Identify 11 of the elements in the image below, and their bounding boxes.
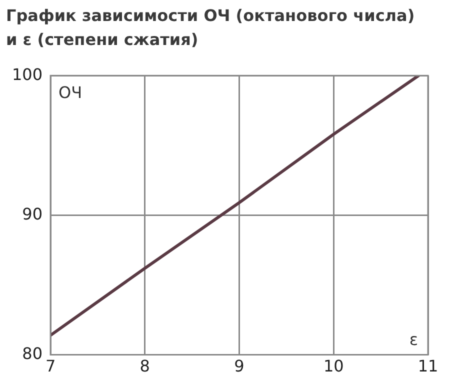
x-tick-label: 10 xyxy=(323,356,344,376)
y-axis-title: ОЧ xyxy=(58,82,82,102)
y-tick-label: 90 xyxy=(22,204,43,224)
x-tick-label: 7 xyxy=(45,356,56,376)
x-tick-label: 8 xyxy=(140,356,150,376)
y-tick-label: 100 xyxy=(12,64,43,84)
y-tick-label: 80 xyxy=(22,344,43,363)
x-tick-label: 11 xyxy=(418,356,438,376)
x-axis-title: ε xyxy=(409,330,418,349)
chart-title: График зависимости ОЧ (октанового числа) и ε (степени сжатия) xyxy=(6,5,415,51)
x-tick-label: 9 xyxy=(234,356,244,376)
